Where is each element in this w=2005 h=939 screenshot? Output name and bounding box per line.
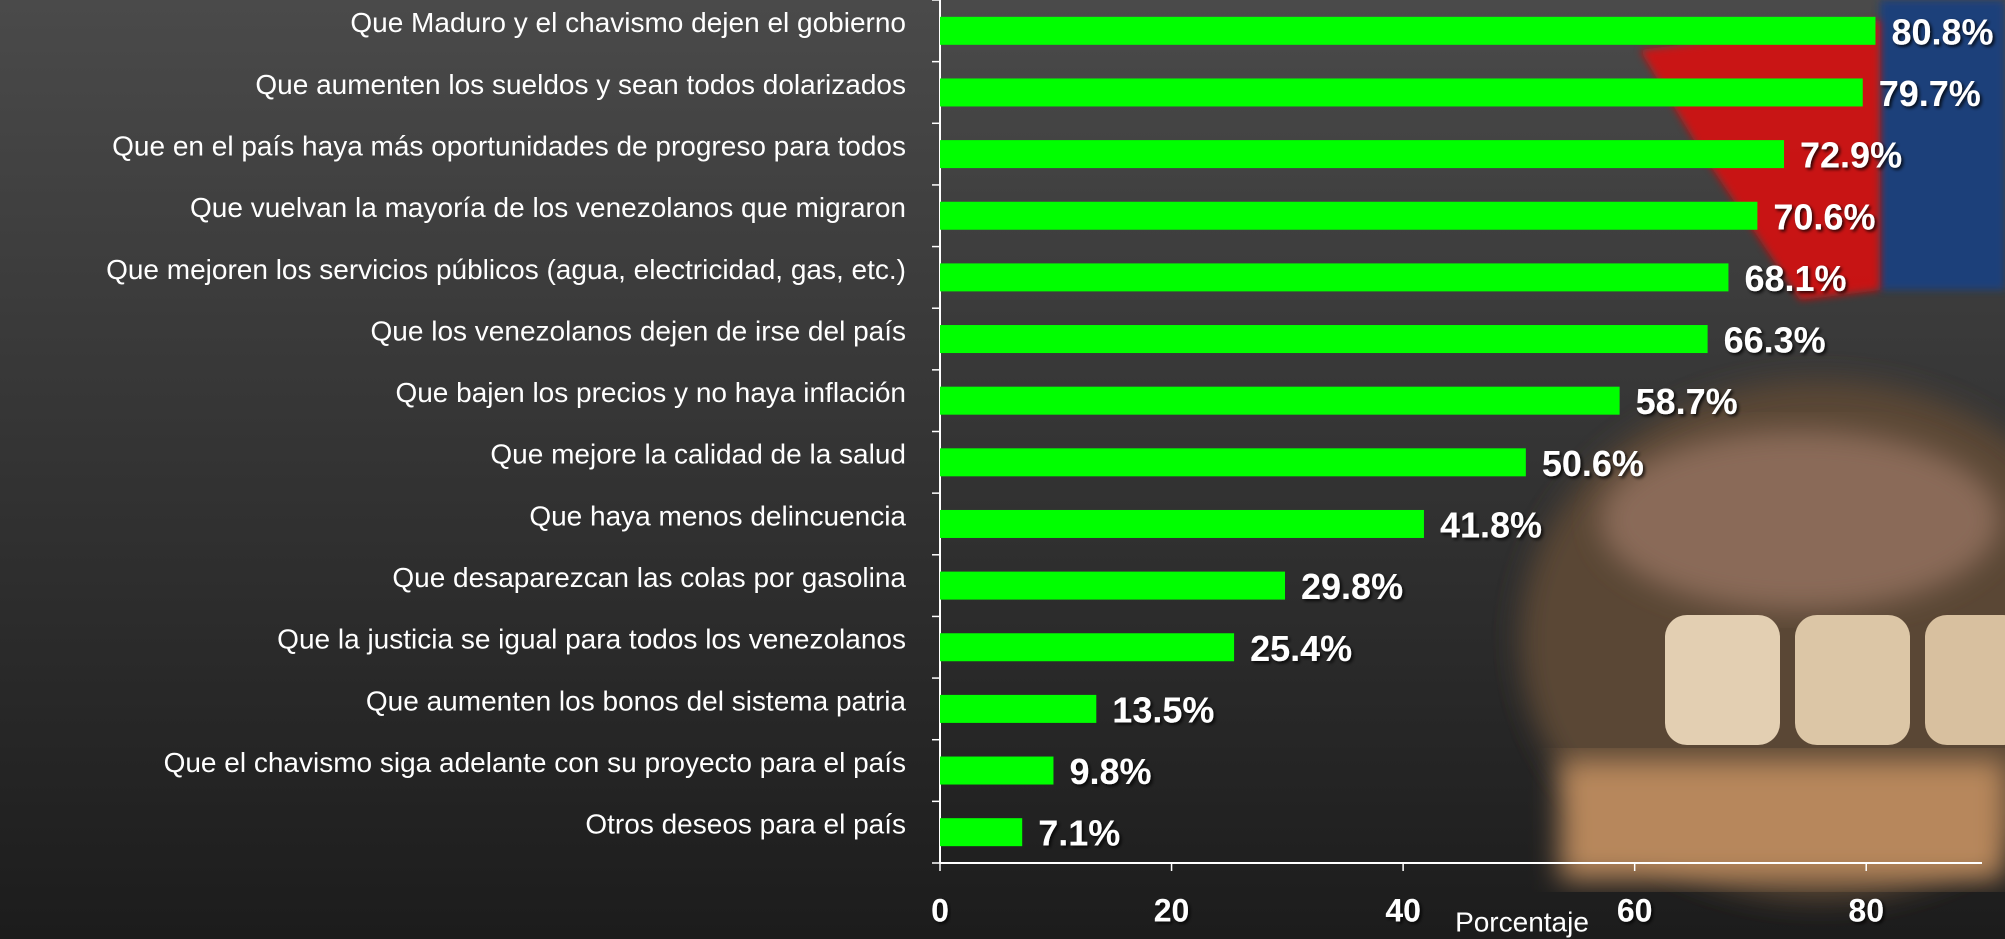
category-label: Que bajen los precios y no haya inflació…	[395, 377, 906, 408]
category-label: Que los venezolanos dejen de irse del pa…	[371, 315, 906, 346]
value-label: 68.1%	[1744, 258, 1846, 299]
die	[1795, 615, 1910, 745]
value-label: 41.8%	[1440, 504, 1542, 545]
bar	[940, 633, 1235, 662]
value-label: 9.8%	[1069, 751, 1151, 792]
x-tick-label: 0	[931, 892, 949, 928]
flag-blue	[1880, 0, 2005, 290]
bar	[940, 571, 1286, 600]
bar	[940, 756, 1054, 785]
value-label: 79.7%	[1879, 73, 1981, 114]
hand-blur	[1600, 430, 2000, 610]
bar	[940, 78, 1863, 107]
category-label: Que aumenten los sueldos y sean todos do…	[255, 69, 906, 100]
value-label: 58.7%	[1636, 381, 1738, 422]
die	[1925, 615, 2005, 745]
category-label: Que mejore la calidad de la salud	[490, 439, 906, 470]
value-label: 29.8%	[1301, 566, 1403, 607]
x-axis-label: Porcentaje	[1455, 906, 1589, 937]
bar	[940, 448, 1526, 477]
die	[1665, 615, 1780, 745]
category-label: Que haya menos delincuencia	[529, 500, 906, 531]
bar	[940, 325, 1708, 354]
category-label: Que aumenten los bonos del sistema patri…	[366, 685, 907, 716]
table-blur	[1560, 760, 2005, 880]
bar	[940, 16, 1876, 45]
bar	[940, 694, 1097, 723]
value-label: 7.1%	[1038, 813, 1120, 854]
x-tick-label: 80	[1848, 892, 1884, 928]
value-label: 50.6%	[1542, 443, 1644, 484]
x-tick-label: 40	[1385, 892, 1421, 928]
plot-area: 0 20 40 60 80 Porcentaje Que Maduro y el chavi…	[106, 0, 1994, 937]
category-label: Que en el país haya más oportunidades de…	[112, 130, 906, 161]
bar	[940, 386, 1620, 415]
x-tick-label: 20	[1154, 892, 1190, 928]
value-label: 72.9%	[1800, 135, 1902, 176]
value-label: 13.5%	[1112, 689, 1214, 730]
value-label: 25.4%	[1250, 628, 1352, 669]
category-label: Que vuelvan la mayoría de los venezolano…	[190, 192, 906, 223]
x-tick-label: 60	[1617, 892, 1653, 928]
bar	[940, 201, 1758, 230]
category-label: Que desaparezcan las colas por gasolina	[392, 562, 906, 593]
bar	[940, 263, 1729, 292]
bar	[940, 509, 1424, 538]
bar	[940, 818, 1023, 847]
category-label: Que mejoren los servicios públicos (agua…	[106, 254, 906, 285]
category-label: Otros deseos para el país	[585, 809, 906, 840]
category-label: Que la justicia se igual para todos los …	[277, 624, 906, 655]
bar	[940, 140, 1785, 169]
value-label: 80.8%	[1891, 11, 1993, 52]
category-label: Que Maduro y el chavismo dejen el gobier…	[350, 7, 906, 38]
category-label: Que el chavismo siga adelante con su pro…	[164, 747, 906, 778]
value-label: 70.6%	[1773, 196, 1875, 237]
background-photo	[1520, 0, 2005, 900]
value-label: 66.3%	[1724, 320, 1826, 361]
